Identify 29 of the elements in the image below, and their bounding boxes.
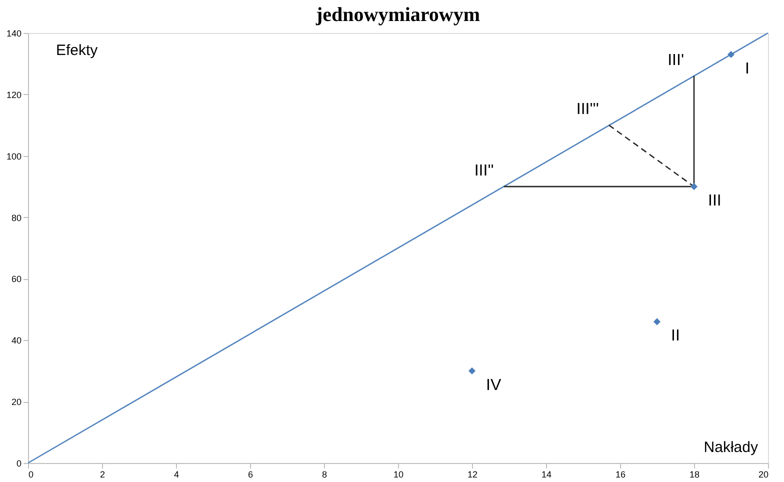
x-tick-label: 14: [541, 470, 552, 480]
x-tick-label: 10: [393, 470, 404, 480]
y-tick-label: 40: [11, 336, 22, 346]
annotation: III'': [474, 162, 494, 180]
annotation: II: [671, 328, 680, 345]
annotation: III''': [576, 101, 599, 118]
y-tick-label: 140: [6, 28, 22, 38]
y-tick-label: 100: [6, 151, 22, 162]
x-tick-label: 18: [689, 470, 700, 480]
x-tick-label: 8: [322, 470, 328, 480]
annotation: IV: [486, 376, 502, 394]
x-tick-label: 16: [615, 470, 626, 480]
y-tick-label: 80: [11, 212, 22, 223]
annotation: III': [668, 52, 684, 69]
annotation: III: [708, 192, 722, 210]
x-tick-label: 12: [467, 470, 478, 480]
y-tick-label: 0: [16, 458, 22, 468]
x-tick-label: 2: [100, 470, 106, 480]
x-tick-label: 6: [248, 470, 254, 480]
y-tick-label: 120: [6, 90, 22, 100]
y-tick-label: 20: [11, 397, 22, 408]
x-tick-label: 0: [28, 470, 34, 480]
y-axis-title: Efekty: [56, 42, 98, 59]
chart-title: jednowymiarowym: [314, 4, 480, 26]
x-axis-title: Nakłady: [704, 439, 758, 456]
x-tick-label: 20: [758, 470, 768, 480]
x-tick-label: 4: [174, 470, 180, 480]
y-tick-label: 60: [11, 274, 22, 284]
annotation: I: [745, 60, 750, 78]
